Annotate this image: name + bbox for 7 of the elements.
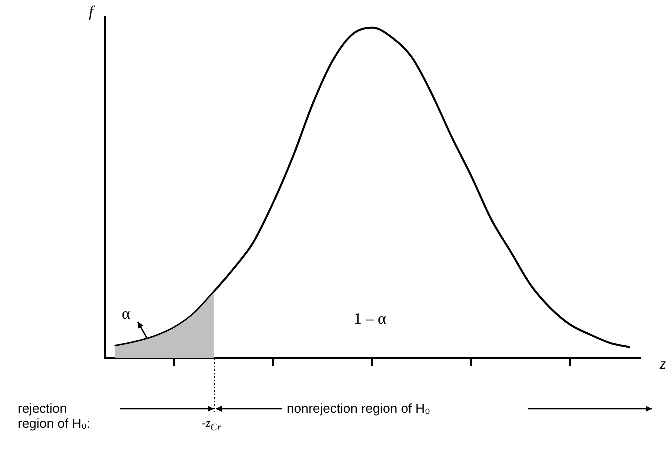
x-axis-title: z (660, 356, 666, 374)
text: -z$_{Cr}$ (202, 416, 222, 434)
text: nonrejection region of H₀ (287, 401, 430, 416)
text: rejection region of H₀: (18, 401, 92, 431)
y-axis-title: f (89, 4, 94, 22)
annotation: α (122, 306, 130, 324)
annotation: 1 – α (354, 311, 386, 329)
